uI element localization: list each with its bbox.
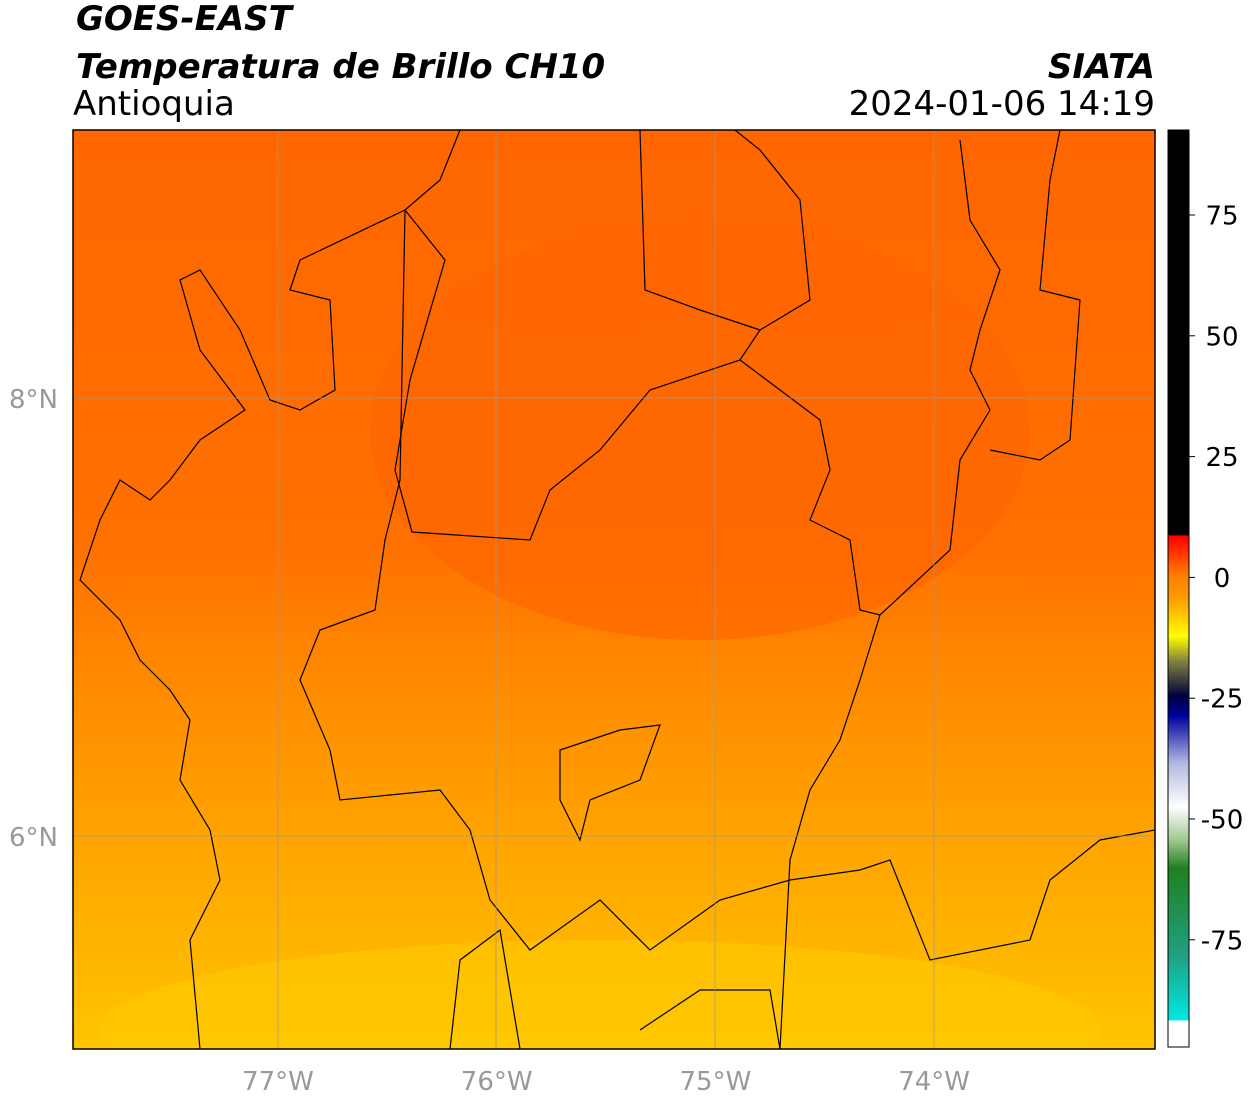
colorbar-tick-label: -75 (1201, 926, 1243, 956)
colorbar (1167, 129, 1190, 1048)
lon-ticks: 77°W 76°W 75°W 74°W (242, 1067, 970, 1097)
lon-tick-label: 77°W (242, 1067, 314, 1097)
graticule (73, 130, 1155, 1049)
colorbar-tick-label: -25 (1201, 685, 1243, 715)
lon-tick-label: 75°W (680, 1067, 752, 1097)
warm-region (100, 940, 1100, 1049)
title: GOES-EAST (76, 0, 295, 39)
lat-tick-label: 8°N (9, 385, 58, 415)
timestamp: 2024-01-06 14:19 (849, 84, 1155, 124)
colorbar-tick-label: 25 (1205, 443, 1238, 473)
cold-region (370, 220, 1030, 640)
lon-tick-label: 76°W (461, 1067, 533, 1097)
colorbar-tick-label: 0 (1214, 564, 1231, 594)
region: Antioquia (73, 84, 235, 124)
borders (79, 130, 1155, 1049)
lat-tick-label: 6°N (9, 823, 58, 853)
subtitle: Temperatura de Brillo CH10 (76, 47, 605, 87)
map (73, 130, 1155, 1049)
colorbar-tick-label: 50 (1205, 322, 1238, 352)
colorbar-tick-label: -50 (1201, 806, 1243, 836)
map-frame (72, 129, 1156, 1050)
lat-ticks: 8°N 6°N (9, 385, 58, 853)
colorbar-ticks: 75 50 25 0 -25 -50 -75 (1189, 202, 1243, 956)
colorbar-tick-label: 75 (1205, 202, 1238, 232)
source: SIATA (1048, 47, 1155, 87)
lon-tick-label: 74°W (898, 1067, 970, 1097)
